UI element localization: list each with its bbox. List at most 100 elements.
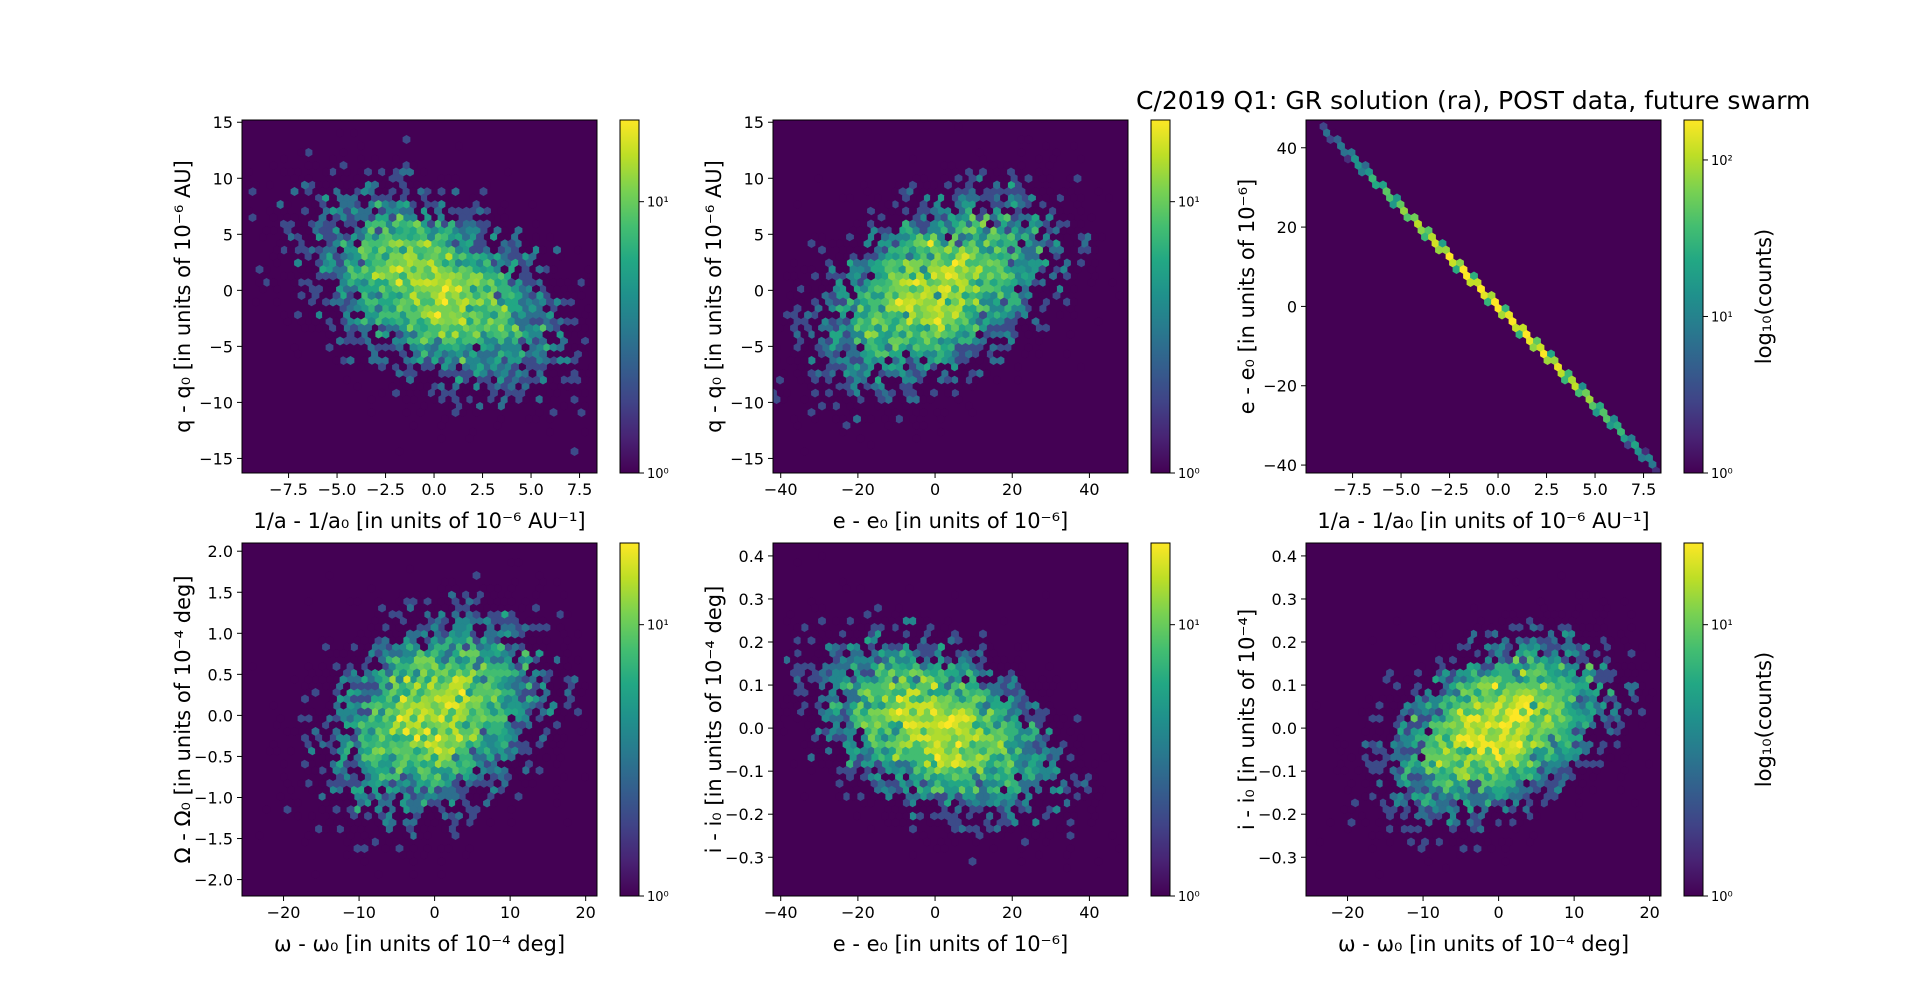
hexbin-cell (599, 356, 607, 365)
x-tick-label: −5.0 (1382, 480, 1421, 499)
hexbin-cell (602, 604, 610, 613)
y-tick-label: −20 (1263, 377, 1297, 396)
y-tick-label: 5 (223, 225, 233, 244)
x-tick-label: −7.5 (269, 480, 308, 499)
y-tick-label: 0.1 (739, 676, 764, 695)
y-tick-label: 0.0 (208, 706, 233, 725)
x-tick-label: −40 (764, 903, 798, 922)
x-tick-label: 0.0 (1485, 480, 1510, 499)
x-tick-label: 7.5 (567, 480, 592, 499)
hexbin-cell (1182, 233, 1190, 242)
colorbar-tick-label: 10⁰ (1178, 467, 1200, 482)
x-axis-label: e - e₀ [in units of 10⁻⁶] (833, 509, 1069, 533)
hexbin-cells (249, 480, 663, 879)
y-tick-label: 10 (213, 169, 233, 188)
x-tick-label: −40 (764, 480, 798, 499)
x-tick-label: 2.5 (1534, 480, 1559, 499)
y-tick-label: 0 (754, 281, 764, 300)
y-tick-label: 5 (754, 225, 764, 244)
x-tick-label: −10 (342, 903, 376, 922)
x-tick-label: −20 (841, 903, 875, 922)
x-axis-label: ω - ω₀ [in units of 10⁻⁴ deg] (274, 932, 565, 956)
x-tick-label: −2.5 (1430, 480, 1469, 499)
y-tick-label: −10 (730, 393, 764, 412)
x-tick-label: 5.0 (518, 480, 543, 499)
y-axis-label: i - i₀ [in units of 10⁻⁴ deg] (702, 586, 726, 854)
colorbar (1151, 543, 1170, 896)
hexbin-cell (748, 708, 756, 717)
y-tick-label: 0.0 (739, 719, 764, 738)
hexbin-cell (200, 200, 208, 209)
hexbin-cell (1179, 831, 1187, 840)
y-tick-label: 10 (744, 169, 764, 188)
hexbin-cell (613, 369, 621, 378)
x-tick-label: 20 (1002, 480, 1022, 499)
x-tick-label: 0 (930, 480, 940, 499)
hexbin-cell (602, 389, 610, 398)
hexbin-cell (734, 272, 742, 281)
hexbin-cell (308, 90, 316, 99)
colorbar-tick-label: 10¹ (1178, 619, 1200, 634)
x-tick-label: 0 (430, 903, 440, 922)
figure-title: C/2019 Q1: GR solution (ra), POST data, … (1136, 86, 1810, 115)
y-tick-label: 1.5 (208, 583, 233, 602)
y-tick-label: 20 (1277, 218, 1297, 237)
hexbin-cell (1140, 773, 1148, 782)
hexbin-cell (609, 363, 617, 372)
hexbin-cell (738, 421, 746, 430)
y-tick-label: 15 (213, 113, 233, 132)
x-tick-label: 20 (575, 903, 595, 922)
y-tick-label: 0 (1287, 297, 1297, 316)
x-tick-label: 10 (500, 903, 520, 922)
x-tick-label: −5.0 (318, 480, 357, 499)
y-axis-label: q - q₀ [in units of 10⁻⁶ AU] (171, 160, 195, 433)
y-tick-label: 2.0 (208, 542, 233, 561)
hexbin-cell (759, 623, 767, 632)
x-tick-label: −20 (841, 480, 875, 499)
colorbar (1151, 120, 1170, 473)
x-axis-label: 1/a - 1/a₀ [in units of 10⁻⁶ AU⁻¹] (253, 509, 585, 533)
y-tick-label: −0.1 (725, 762, 764, 781)
hexbin-cell (602, 350, 610, 359)
y-tick-label: 40 (1277, 139, 1297, 158)
hexbin-cell (606, 356, 614, 365)
hexbin-cell (755, 311, 763, 320)
colorbar (1684, 120, 1703, 473)
hexbin-cell (755, 656, 763, 665)
hexbin-cell (1137, 779, 1145, 788)
y-axis-label: q - q₀ [in units of 10⁻⁶ AU] (702, 160, 726, 433)
x-tick-label: 0.0 (421, 480, 446, 499)
hexbin-cell (592, 473, 600, 482)
hexbin-cell (599, 382, 607, 391)
x-tick-label: 40 (1079, 903, 1099, 922)
y-tick-label: −5 (209, 337, 233, 356)
hexbin-cell (602, 363, 610, 372)
x-tick-label: 20 (1002, 903, 1022, 922)
colorbar-tick-label: 10¹ (1711, 310, 1733, 325)
x-tick-label: 5.0 (1582, 480, 1607, 499)
colorbar-tick-label: 10² (1711, 154, 1733, 169)
colorbar-tick-label: 10⁰ (1711, 467, 1733, 482)
y-tick-label: −0.2 (725, 805, 764, 824)
colorbar-tick-label: 10¹ (647, 196, 669, 211)
colorbar-tick-label: 10⁰ (647, 467, 669, 482)
y-tick-label: −15 (199, 449, 233, 468)
y-tick-label: −0.3 (725, 848, 764, 867)
colorbar-label: log₁₀(counts) (1752, 229, 1776, 364)
y-tick-label: −2.0 (194, 871, 233, 890)
colorbar (620, 543, 639, 896)
y-tick-label: −1.5 (194, 830, 233, 849)
hexbin-cell (651, 350, 659, 359)
x-tick-label: −7.5 (1333, 480, 1372, 499)
y-tick-label: 0 (223, 281, 233, 300)
y-tick-label: −40 (1263, 456, 1297, 475)
hexbin-cell (762, 311, 770, 320)
colorbar-tick-label: 10⁰ (647, 890, 669, 905)
